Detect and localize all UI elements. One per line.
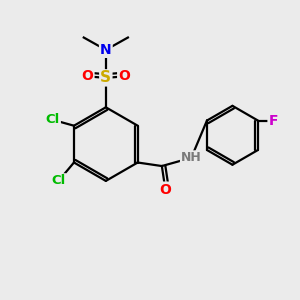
Text: O: O (82, 69, 94, 83)
Text: Cl: Cl (52, 174, 66, 187)
Text: S: S (100, 70, 111, 86)
Text: N: N (100, 43, 112, 57)
Text: O: O (159, 183, 171, 196)
Text: F: F (268, 114, 278, 128)
Text: NH: NH (181, 151, 202, 164)
Text: Cl: Cl (46, 113, 60, 126)
Text: O: O (118, 69, 130, 83)
